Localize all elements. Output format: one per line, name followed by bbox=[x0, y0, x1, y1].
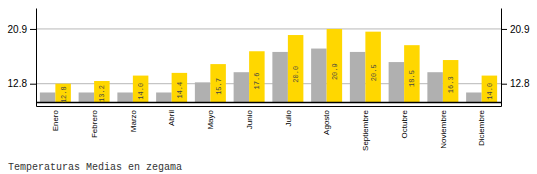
bar bbox=[365, 32, 381, 103]
data-label: 14.0 bbox=[486, 83, 494, 100]
y2-axis-line bbox=[501, 9, 502, 107]
data-label: 18.5 bbox=[408, 70, 416, 87]
bar bbox=[133, 76, 149, 103]
x-tick: Julio bbox=[284, 109, 293, 126]
data-label: 14.4 bbox=[176, 82, 184, 99]
chart: 12.8 13.2 14.0 14.4 15.7 17.6 20.0 20.9 20.5 18.5… bbox=[0, 0, 537, 174]
bar bbox=[249, 51, 265, 102]
data-label: 12.8 bbox=[60, 86, 68, 103]
grid-line bbox=[36, 28, 501, 29]
y-tick-label: 20.9 bbox=[8, 24, 28, 35]
bar bbox=[40, 92, 56, 102]
x-tick: Enero bbox=[51, 109, 60, 131]
y-tick: 20.9 bbox=[8, 24, 36, 35]
y2-tick-mark bbox=[501, 29, 507, 30]
x-tick-label: Mayo bbox=[206, 109, 215, 129]
x-tick: Diciembre bbox=[477, 109, 486, 146]
x-tick: Febrero bbox=[90, 109, 99, 138]
bar-series bbox=[55, 29, 497, 103]
x-tick: Mayo bbox=[206, 109, 215, 129]
bar bbox=[55, 84, 71, 103]
bars bbox=[40, 29, 497, 103]
bar bbox=[172, 73, 188, 103]
data-label: 14.0 bbox=[137, 83, 145, 100]
x-tick-label: Diciembre bbox=[477, 109, 486, 146]
x-tick-label: Febrero bbox=[90, 109, 99, 138]
y2-tick-label: 12.8 bbox=[510, 78, 530, 89]
y2-tick: 20.9 bbox=[501, 24, 530, 35]
bar bbox=[156, 92, 172, 102]
y-axis-line bbox=[36, 9, 37, 107]
plot: 12.8 13.2 14.0 14.4 15.7 17.6 20.0 20.9 20.5 18.5… bbox=[8, 9, 530, 151]
y-axis: 12.8 20.9 bbox=[8, 9, 37, 107]
y-tick-mark bbox=[30, 84, 36, 85]
data-label: 15.7 bbox=[215, 78, 223, 95]
data-label: 20.5 bbox=[370, 64, 378, 81]
title: Temperaturas Medias en zegama bbox=[8, 162, 182, 173]
x-axis-line bbox=[37, 106, 502, 107]
bar bbox=[94, 81, 110, 103]
bar bbox=[482, 76, 498, 103]
y2-tick-mark bbox=[501, 84, 507, 85]
bar bbox=[466, 92, 482, 102]
x-tick-label: Marzo bbox=[129, 109, 138, 132]
bar bbox=[443, 60, 459, 103]
y2-axis: 12.8 20.9 bbox=[501, 9, 530, 107]
data-label: 16.3 bbox=[447, 76, 455, 93]
bar bbox=[117, 92, 133, 102]
x-tick: Junio bbox=[245, 109, 254, 129]
data-labels: 12.8 13.2 14.0 14.4 15.7 17.6 20.0 20.9 20.5 18.5… bbox=[60, 63, 494, 103]
bar bbox=[195, 82, 211, 102]
bar bbox=[79, 92, 95, 102]
x-tick: Noviembre bbox=[439, 109, 448, 148]
y-tick-label: 12.8 bbox=[8, 78, 28, 89]
y2-tick: 12.8 bbox=[501, 78, 530, 89]
bar bbox=[311, 49, 327, 103]
x-tick-label: Noviembre bbox=[439, 109, 448, 148]
x-tick-label: Julio bbox=[284, 109, 293, 126]
x-axis: Enero Febrero Marzo Abril Mayo Junio Julio Agos… bbox=[37, 107, 502, 151]
x-tick-label: Octubre bbox=[400, 109, 409, 138]
x-tick-label: Enero bbox=[51, 109, 60, 131]
bar bbox=[327, 29, 343, 103]
bar bbox=[288, 35, 304, 103]
x-tick-label: Septiembre bbox=[361, 109, 370, 150]
bar bbox=[234, 72, 250, 102]
x-tick: Octubre bbox=[400, 109, 409, 138]
data-label: 20.0 bbox=[292, 66, 300, 83]
x-tick: Septiembre bbox=[361, 109, 370, 150]
data-label: 17.6 bbox=[253, 73, 261, 90]
bar bbox=[389, 62, 405, 103]
bar bbox=[350, 52, 366, 103]
y2-tick-label: 20.9 bbox=[510, 24, 530, 35]
x-tick: Agosto bbox=[322, 109, 331, 134]
x-tick: Marzo bbox=[129, 109, 138, 132]
bar bbox=[272, 52, 288, 103]
data-label: 20.9 bbox=[331, 63, 339, 80]
y-tick-mark bbox=[30, 29, 36, 30]
bar bbox=[404, 45, 420, 102]
bar bbox=[427, 72, 443, 102]
x-tick-label: Junio bbox=[245, 109, 254, 129]
x-tick-label: Abril bbox=[167, 110, 176, 126]
x-tick: Abril bbox=[167, 110, 176, 126]
y-tick: 12.8 bbox=[8, 78, 36, 89]
data-label: 13.2 bbox=[98, 85, 106, 102]
bar bbox=[210, 64, 226, 103]
x-tick-label: Agosto bbox=[322, 109, 331, 134]
